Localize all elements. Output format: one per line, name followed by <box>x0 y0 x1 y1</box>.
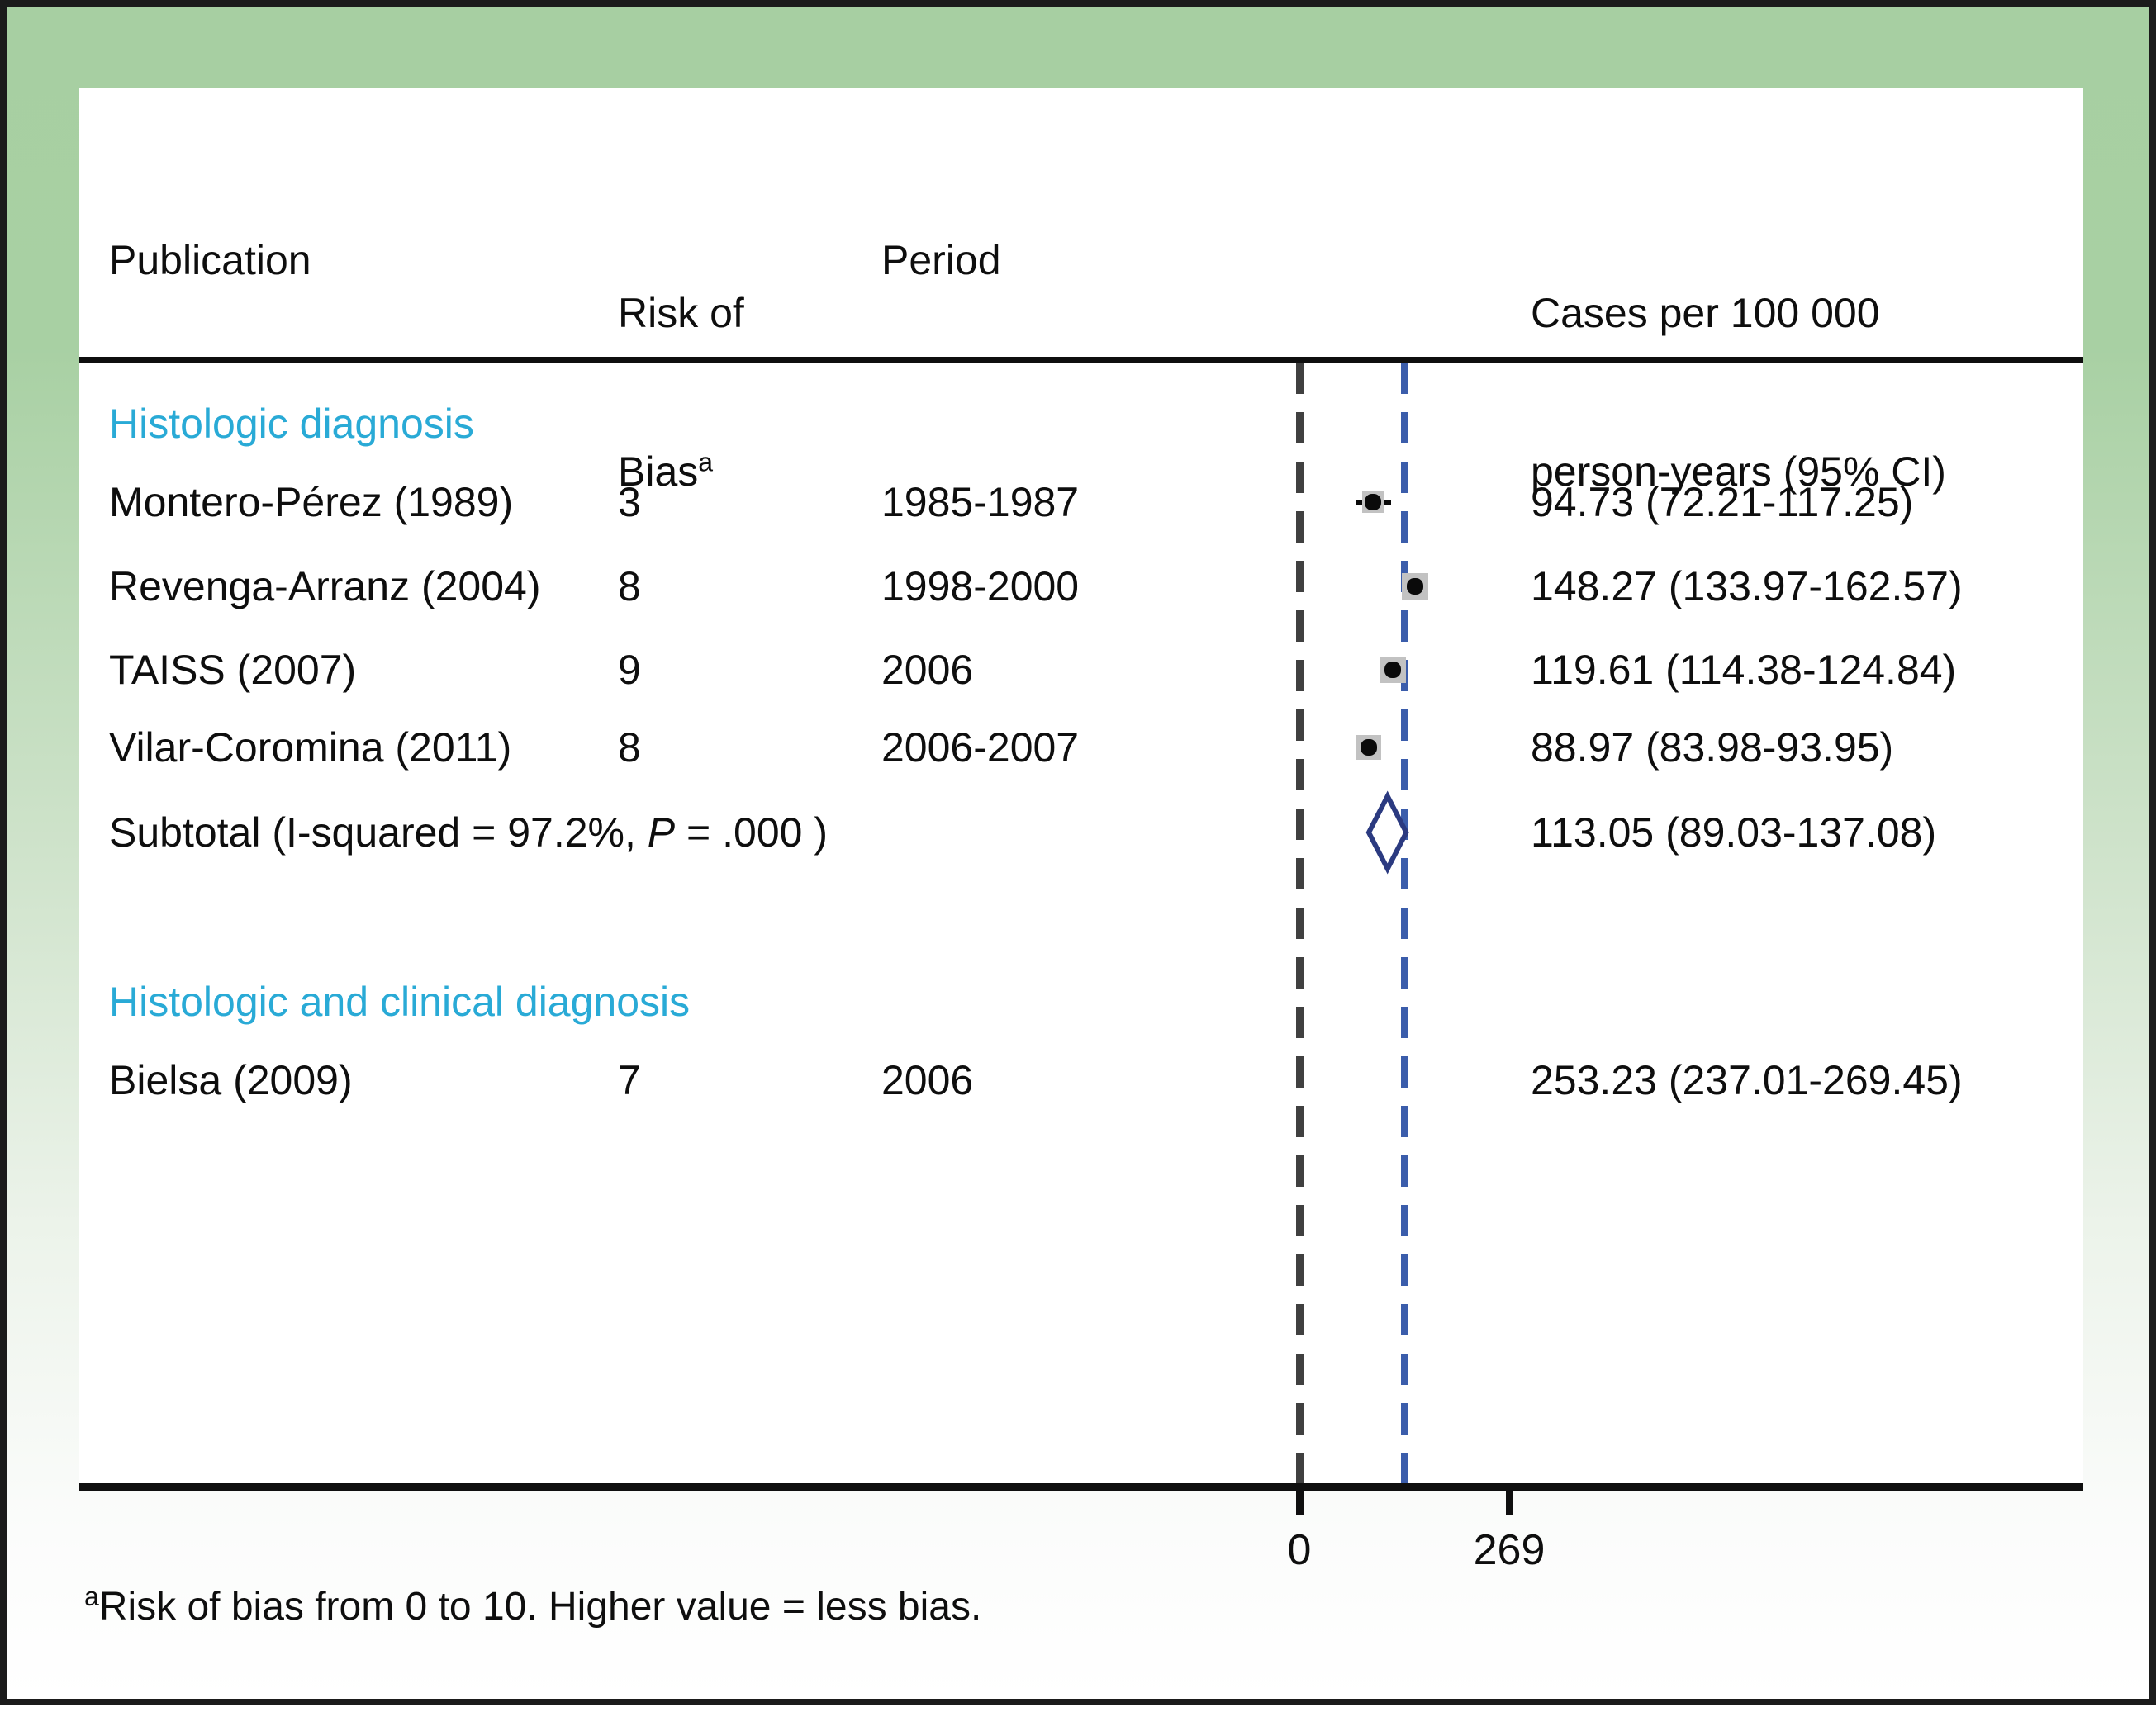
study-estimate-ci: 88.97 (83.98-93.95) <box>1531 724 1894 771</box>
axis-tick-0 <box>1295 1491 1304 1515</box>
study-risk-of-bias: 8 <box>618 724 641 771</box>
study-publication: Revenga-Arranz (2004) <box>109 563 541 609</box>
study-marker <box>1384 662 1401 678</box>
study-publication: TAISS (2007) <box>109 647 357 693</box>
subtotal-diamond <box>1365 790 1409 875</box>
column-header-period: Period <box>881 237 1001 283</box>
cases-header-line1: Cases per 100 000 <box>1531 290 1880 336</box>
plot-panel <box>79 88 2083 1483</box>
reference-line-0 <box>1295 363 1304 1483</box>
column-header-cases: Cases per 100 000 person-years (95% CI) <box>1531 181 1946 604</box>
x-tick-label-269: 269 <box>1473 1526 1546 1574</box>
section-header-histologic-clinical: Histologic and clinical diagnosis <box>109 979 691 1025</box>
x-tick-label-0: 0 <box>1287 1526 1312 1574</box>
study-estimate-ci: 94.73 (72.21-117.25) <box>1531 479 1914 525</box>
risk-header-line2: Biasa <box>618 447 714 495</box>
study-estimate-ci: 148.27 (133.97-162.57) <box>1531 563 1963 609</box>
study-risk-of-bias: 8 <box>618 563 641 609</box>
footnote-text: Risk of bias from 0 to 10. Higher value … <box>98 1585 982 1629</box>
plot-layer <box>7 7 2156 1712</box>
study-period: 2006-2007 <box>881 724 1080 771</box>
study-marker <box>1361 739 1377 756</box>
study-period: 2006 <box>881 1057 974 1103</box>
x-axis-line <box>79 1483 2083 1491</box>
column-header-risk-of-bias: Risk of Biasa <box>618 181 744 604</box>
study-marker <box>1407 578 1423 595</box>
subtotal-p-italic: P <box>647 809 676 856</box>
study-period: 1985-1987 <box>881 479 1080 525</box>
study-estimate-ci: 119.61 (114.38-124.84) <box>1531 647 1957 693</box>
column-header-publication: Publication <box>109 237 311 283</box>
header-separator-line <box>79 357 2083 363</box>
risk-header-line1: Risk of <box>618 290 744 336</box>
study-marker <box>1365 494 1382 510</box>
study-publication: Montero-Pérez (1989) <box>109 479 514 525</box>
axis-tick-1 <box>1505 1491 1513 1515</box>
footnote-superscript: a <box>84 1582 99 1611</box>
study-risk-of-bias: 7 <box>618 1057 641 1103</box>
cases-header-line2: person-years (95% CI) <box>1531 448 1946 495</box>
footnote: aRisk of bias from 0 to 10. Higher value… <box>84 1582 981 1632</box>
reference-line-1 <box>1401 363 1409 1483</box>
subtotal-label: Subtotal (I-squared = 97.2%, P = .000 ) <box>109 809 828 856</box>
study-period: 1998-2000 <box>881 563 1080 609</box>
study-publication: Bielsa (2009) <box>109 1057 353 1103</box>
study-estimate-ci: 253.23 (237.01-269.45) <box>1531 1057 1963 1103</box>
subtotal-estimate-ci: 113.05 (89.03-137.08) <box>1531 809 1937 856</box>
section-header-histologic: Histologic diagnosis <box>109 401 474 447</box>
study-risk-of-bias: 9 <box>618 647 641 693</box>
risk-header-superscript: a <box>698 447 714 477</box>
study-publication: Vilar-Coromina (2011) <box>109 724 512 771</box>
study-risk-of-bias: 3 <box>618 479 641 525</box>
study-period: 2006 <box>881 647 974 693</box>
